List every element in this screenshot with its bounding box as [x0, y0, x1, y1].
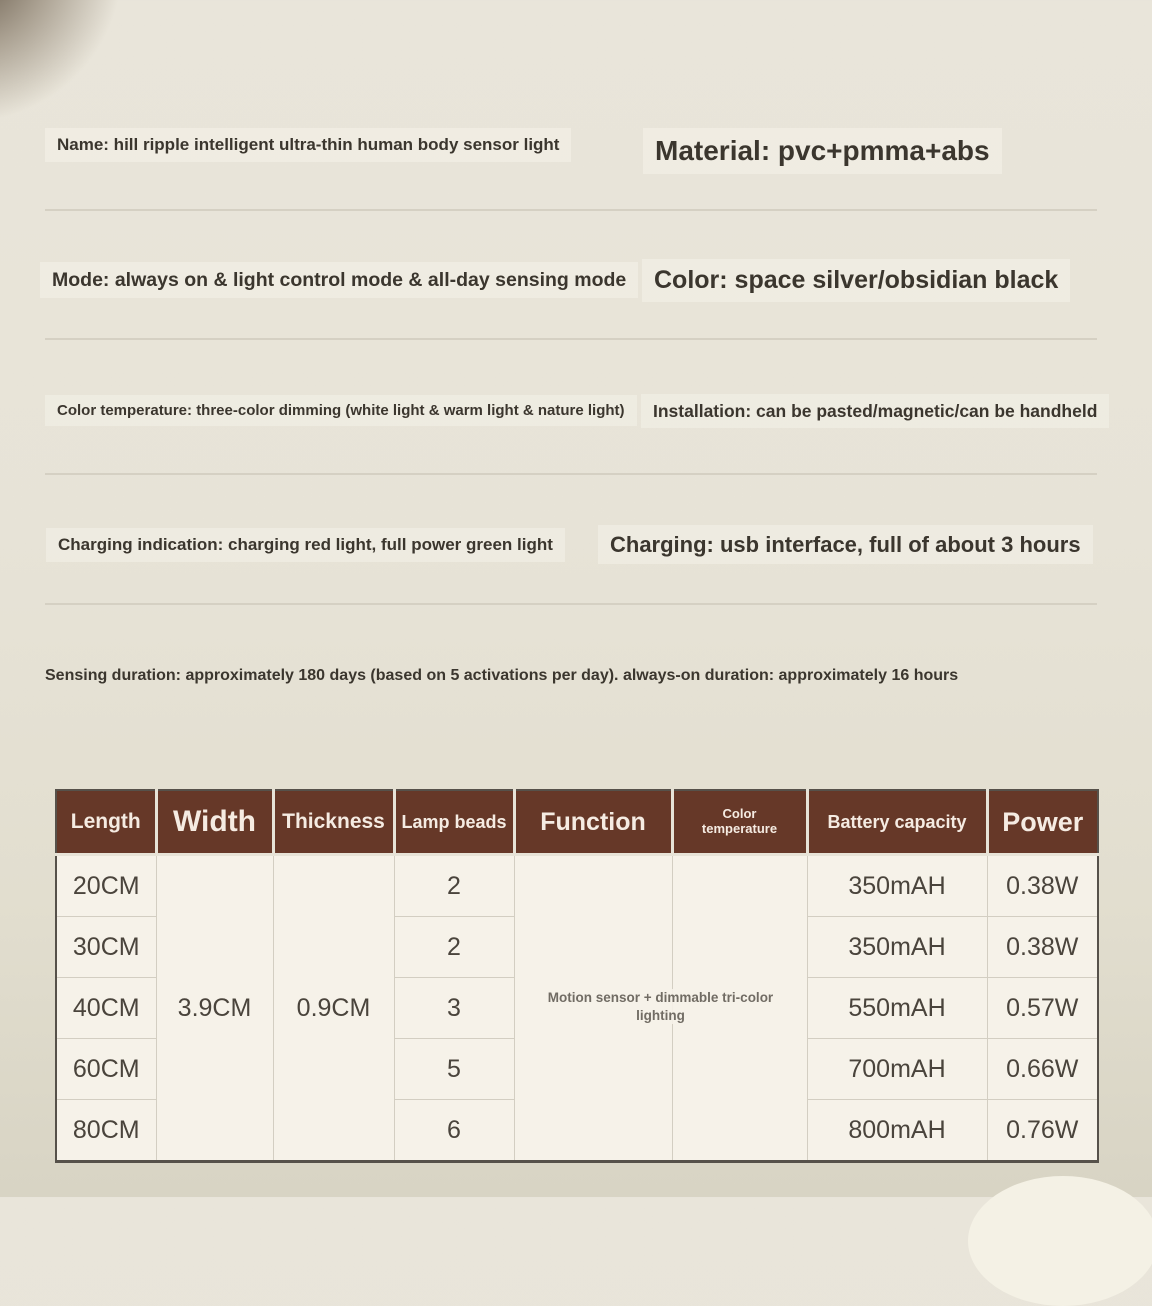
cell-lamp-beads: 2	[393, 916, 515, 978]
material-spec-text: Material: pvc+pmma+abs	[643, 128, 1002, 175]
column-header-function: Function	[512, 790, 672, 856]
cell-lamp-beads: 6	[393, 1099, 515, 1162]
color-temperature-header-label: Color temperature	[701, 806, 778, 836]
table-row: 20CM 3.9CM 0.9CM 2 Motion sensor + dimma…	[55, 854, 1099, 1162]
bottom-ellipse-decoration	[968, 1176, 1152, 1306]
cell-length: 40CM	[55, 977, 157, 1039]
cell-lamp-beads: 5	[393, 1038, 515, 1100]
color-temperature-spec-text: Color temperature: three-color dimming (…	[45, 395, 637, 427]
name-spec-text: Name: hill ripple intelligent ultra-thin…	[45, 128, 572, 162]
cell-length: 80CM	[55, 1099, 157, 1162]
divider-line	[45, 209, 1097, 211]
cell-lamp-beads: 2	[393, 854, 515, 917]
column-header-thickness: Thickness	[271, 790, 394, 856]
table-row: 60CM 5 700mAH 0.66W	[55, 1038, 1099, 1100]
color-spec-text: Color: space silver/obsidian black	[642, 259, 1071, 302]
table-row: 80CM 6 800mAH 0.76W	[55, 1099, 1099, 1162]
column-header-power: Power	[985, 790, 1098, 856]
table-header-row: Length Width Thickness Lamp beads Functi…	[56, 790, 1098, 856]
column-header-lamp-beads: Lamp beads	[392, 790, 514, 856]
charging-indication-spec-text: Charging indication: charging red light,…	[46, 528, 565, 562]
column-header-battery-capacity: Battery capacity	[805, 790, 987, 856]
cell-battery-capacity: 800mAH	[806, 1099, 988, 1162]
divider-line	[45, 338, 1097, 340]
cell-battery-capacity: 350mAH	[806, 854, 988, 917]
spec-table: Length Width Thickness Lamp beads Functi…	[55, 789, 1099, 1163]
cell-lamp-beads: 3	[393, 977, 515, 1039]
divider-line	[45, 603, 1097, 605]
cell-power: 0.38W	[986, 854, 1099, 917]
cell-thickness-merged: 0.9CM	[272, 854, 395, 1162]
table-row: 40CM 3 550mAH 0.57W	[55, 977, 1099, 1039]
column-header-width: Width	[154, 790, 273, 856]
function-note-label: Motion sensor + dimmable tri-color light…	[535, 989, 786, 1025]
cell-power: 0.57W	[986, 977, 1099, 1039]
column-header-color-temperature: Color temperature	[670, 790, 807, 856]
cell-battery-capacity: 550mAH	[806, 977, 988, 1039]
cell-width-merged: 3.9CM	[155, 854, 274, 1162]
installation-spec-text: Installation: can be pasted/magnetic/can…	[641, 394, 1110, 429]
cell-battery-capacity: 700mAH	[806, 1038, 988, 1100]
cell-length: 60CM	[55, 1038, 157, 1100]
mode-spec-text: Mode: always on & light control mode & a…	[40, 262, 639, 299]
cell-function-merged: Motion sensor + dimmable tri-color light…	[513, 854, 808, 1162]
corner-shadow-decoration	[0, 0, 260, 220]
cell-length: 30CM	[55, 916, 157, 978]
cell-power: 0.66W	[986, 1038, 1099, 1100]
table-row: 30CM 2 350mAH 0.38W	[55, 916, 1099, 978]
cell-power: 0.38W	[986, 916, 1099, 978]
cell-battery-capacity: 350mAH	[806, 916, 988, 978]
divider-line	[45, 473, 1097, 475]
sensing-duration-note: Sensing duration: approximately 180 days…	[45, 667, 959, 684]
cell-length: 20CM	[55, 854, 157, 917]
column-header-length: Length	[56, 790, 156, 856]
charging-spec-text: Charging: usb interface, full of about 3…	[598, 525, 1093, 565]
spec-table-container: Length Width Thickness Lamp beads Functi…	[55, 789, 1099, 1163]
cell-power: 0.76W	[986, 1099, 1099, 1162]
